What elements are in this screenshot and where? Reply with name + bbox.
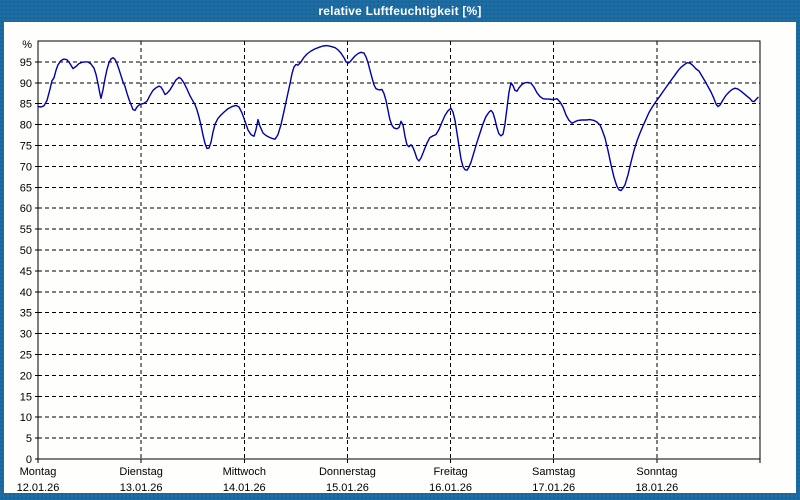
window-title: relative Luftfeuchtigkeit [%] (318, 4, 482, 18)
y-tick-label: 30 (20, 329, 32, 341)
y-tick-label: 90 (20, 78, 32, 90)
day-date-label: 15.01.26 (326, 482, 369, 493)
y-tick-label: 15 (20, 391, 32, 403)
day-date-label: 16.01.26 (429, 482, 472, 493)
y-tick-label: 10 (20, 412, 32, 424)
y-tick-label: 20 (20, 370, 32, 382)
day-name-label: Dienstag (119, 466, 162, 478)
y-tick-label: 80 (20, 120, 32, 132)
plot-border (37, 40, 761, 460)
y-tick-label: 25 (20, 350, 32, 362)
y-tick-label: 45 (20, 266, 32, 278)
y-tick-label: 40 (20, 287, 32, 299)
humidity-line-chart: 0 5 10 15 20 25 30 35 40 45 50 55 60 65 70 75 80 85 90 95% M… (17, 39, 761, 493)
y-tick-label: 35 (20, 308, 32, 320)
humidity-series-line (37, 44, 759, 192)
y-tick-label: 85 (20, 99, 32, 111)
day-name-label: Samstag (532, 466, 575, 478)
y-tick-label: 75 (20, 141, 32, 153)
day-name-label: Mittwoch (223, 466, 266, 478)
day-name-label: Freitag (433, 466, 467, 478)
y-tick-label: 70 (20, 161, 32, 173)
day-name-label: Donnerstag (319, 466, 376, 478)
y-tick-label: 95 (20, 57, 32, 69)
day-date-label: 18.01.26 (635, 482, 678, 493)
chart-area: 0 5 10 15 20 25 30 35 40 45 50 55 60 65 70 75 80 85 90 95% M… (4, 22, 796, 493)
day-date-label: 17.01.26 (532, 482, 575, 493)
y-axis-unit-label: % (22, 39, 32, 51)
day-name-label: Sonntag (636, 466, 677, 478)
day-date-label: 14.01.26 (223, 482, 266, 493)
y-tick-label: 55 (20, 224, 32, 236)
y-tick-label: 0 (26, 454, 32, 466)
day-name-label: Montag (20, 466, 57, 478)
y-tick-label: 50 (20, 245, 32, 257)
window-titlebar: relative Luftfeuchtigkeit [%] (0, 0, 800, 22)
day-date-label: 13.01.26 (120, 482, 163, 493)
day-date-label: 12.01.26 (17, 482, 60, 493)
y-tick-label: 60 (20, 203, 32, 215)
y-tick-label: 5 (26, 433, 32, 445)
y-tick-label: 65 (20, 182, 32, 194)
